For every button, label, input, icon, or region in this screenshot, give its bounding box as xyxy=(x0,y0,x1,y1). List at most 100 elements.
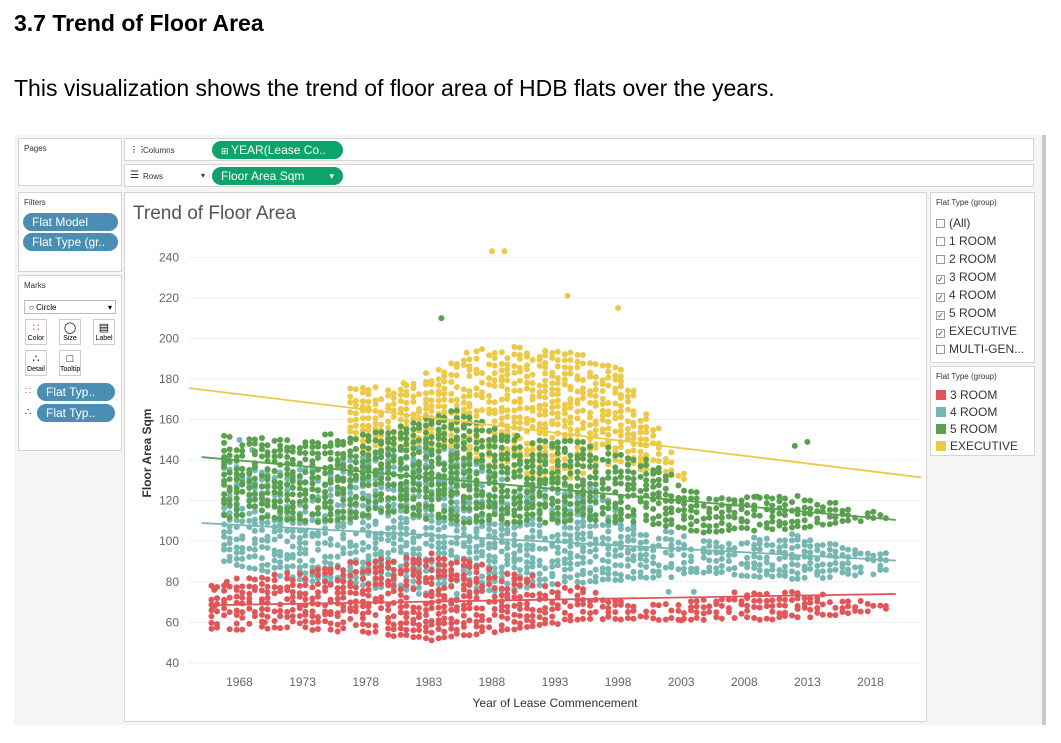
data-point xyxy=(511,398,518,405)
tooltip-button[interactable]: □ Tooltip xyxy=(59,350,81,376)
data-point xyxy=(542,425,549,432)
data-point xyxy=(435,481,442,488)
data-point xyxy=(359,481,366,488)
data-point xyxy=(251,482,258,489)
data-point xyxy=(605,604,612,611)
x-axis-label: Year of Lease Commencement xyxy=(473,696,639,710)
data-point xyxy=(271,608,278,615)
chart-panel[interactable]: Trend of Floor Area 40 60 80 100 120 140 160 18… xyxy=(124,192,927,722)
data-point xyxy=(435,431,442,438)
rows-pill[interactable]: Floor Area Sqm ▾ xyxy=(212,167,343,185)
filter-item[interactable]: ✓ EXECUTIVE xyxy=(936,323,1017,339)
checkbox-icon[interactable] xyxy=(936,345,945,354)
data-point xyxy=(523,489,530,496)
data-point xyxy=(359,463,366,470)
filter-item[interactable]: ✓ 3 ROOM xyxy=(936,269,996,285)
data-point xyxy=(410,627,417,634)
data-point xyxy=(580,352,587,359)
trend-line xyxy=(214,593,896,607)
checkbox-checked-icon[interactable]: ✓ xyxy=(936,293,945,302)
filter-item[interactable]: ✓ 5 ROOM xyxy=(936,305,996,321)
data-point xyxy=(807,543,814,550)
data-point xyxy=(718,555,725,562)
data-point xyxy=(756,512,763,519)
filter-item[interactable]: (All) xyxy=(936,215,970,231)
checkbox-checked-icon[interactable]: ✓ xyxy=(936,329,945,338)
data-point xyxy=(264,483,271,490)
mark-pill-detail[interactable]: Flat Typ.. xyxy=(37,404,115,422)
vertical-scrollbar[interactable] xyxy=(1042,135,1046,725)
data-point xyxy=(592,512,599,519)
data-point xyxy=(347,483,354,490)
legend-item[interactable]: 5 ROOM xyxy=(936,421,997,437)
color-legend-card[interactable]: Flat Type (group) 3 ROOM 4 ROOM 5 ROOM EXEC… xyxy=(930,366,1035,456)
data-point xyxy=(617,577,624,584)
data-point xyxy=(680,565,687,572)
rows-dropdown-icon[interactable]: ▾ xyxy=(201,171,206,180)
filter-item[interactable]: 2 ROOM xyxy=(936,251,996,267)
checkbox-checked-icon[interactable]: ✓ xyxy=(936,275,945,284)
data-point xyxy=(359,587,366,594)
filter-flat-type[interactable]: Flat Type (gr.. xyxy=(23,233,118,251)
data-point xyxy=(246,605,253,612)
data-point xyxy=(397,486,404,493)
mark-type-select[interactable]: ○ Circle ▾ xyxy=(24,300,116,314)
data-point xyxy=(289,588,296,595)
filter-item[interactable]: 1 ROOM xyxy=(936,233,996,249)
data-point xyxy=(390,572,397,579)
data-point xyxy=(574,475,581,482)
legend-item[interactable]: 3 ROOM xyxy=(936,387,997,403)
data-point xyxy=(486,392,493,399)
data-point xyxy=(791,442,798,449)
data-point xyxy=(781,520,788,527)
mark-pill-color[interactable]: Flat Typ.. xyxy=(37,383,115,401)
data-point xyxy=(731,614,738,621)
data-point xyxy=(428,550,435,557)
data-point xyxy=(794,543,801,550)
data-point xyxy=(491,443,498,450)
data-point xyxy=(239,505,246,512)
legend-item[interactable]: 4 ROOM xyxy=(936,404,997,420)
data-point xyxy=(466,428,473,435)
data-point xyxy=(498,613,505,620)
filters-card[interactable]: Filters Flat Model Flat Type (gr.. xyxy=(18,192,122,272)
pages-card[interactable]: Pages xyxy=(18,138,122,186)
size-button[interactable]: ◯ Size xyxy=(59,319,81,345)
data-point xyxy=(284,437,291,444)
filter-item[interactable]: MULTI-GEN... xyxy=(936,341,1024,357)
data-point xyxy=(453,372,460,379)
filter-item[interactable]: ✓ 4 ROOM xyxy=(936,287,996,303)
checkbox-icon[interactable] xyxy=(936,219,945,228)
rows-shelf[interactable]: ☰ Rows ▾ Floor Area Sqm ▾ xyxy=(124,164,1034,187)
flat-type-filter-card[interactable]: Flat Type (group) (All) 1 ROOM 2 ROOM ✓ 3 RO… xyxy=(930,192,1035,363)
marks-card[interactable]: Marks ○ Circle ▾ ∷ Color ◯ Size ▤ Label ∴ De… xyxy=(18,275,122,451)
data-point xyxy=(423,567,430,574)
detail-button[interactable]: ∴ Detail xyxy=(25,350,47,376)
data-point xyxy=(706,495,713,502)
data-point xyxy=(486,526,493,533)
checkbox-icon[interactable] xyxy=(936,255,945,264)
data-point xyxy=(580,559,587,566)
legend-item[interactable]: EXECUTIVE xyxy=(936,438,1018,454)
color-button[interactable]: ∷ Color xyxy=(25,319,47,345)
data-point xyxy=(643,415,650,422)
pill-dropdown-icon[interactable]: ▾ xyxy=(329,171,334,181)
data-point xyxy=(448,438,455,445)
data-point xyxy=(347,409,354,416)
data-point xyxy=(359,431,366,438)
data-point xyxy=(322,470,329,477)
data-point xyxy=(668,467,675,474)
data-point xyxy=(486,437,493,444)
data-point xyxy=(529,501,536,508)
data-point xyxy=(365,567,372,574)
filter-flat-model[interactable]: Flat Model xyxy=(23,213,118,231)
columns-pill[interactable]: ⊞ YEAR(Lease Co.. xyxy=(212,141,343,159)
checkbox-icon[interactable] xyxy=(936,237,945,246)
data-point xyxy=(561,584,568,591)
label-button[interactable]: ▤ Label xyxy=(93,319,115,345)
data-point xyxy=(700,502,707,509)
checkbox-checked-icon[interactable]: ✓ xyxy=(936,311,945,320)
columns-shelf[interactable]: ⋮⋮ Columns ⊞ YEAR(Lease Co.. xyxy=(124,138,1034,161)
data-point xyxy=(498,476,505,483)
